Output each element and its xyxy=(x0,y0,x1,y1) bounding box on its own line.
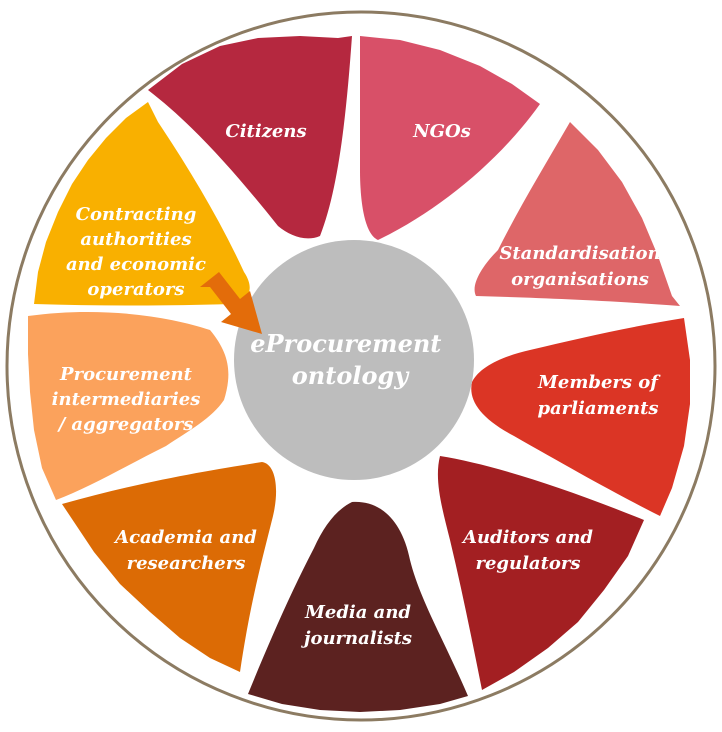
segment-label-line: Citizens xyxy=(225,121,306,142)
segment-label-line: authorities xyxy=(80,229,191,250)
segment-label-line: Members of xyxy=(537,372,661,393)
segment-citizens xyxy=(148,36,352,239)
center-label-line: eProcurement xyxy=(250,329,441,358)
segment-parliaments xyxy=(471,318,690,516)
segment-label-line: regulators xyxy=(475,553,580,574)
segment-label-line: organisations xyxy=(511,269,649,290)
segment-label-line: Academia and xyxy=(113,527,257,548)
segment-label-ngos: NGOs xyxy=(412,121,471,142)
segment-standardisation xyxy=(474,122,680,306)
segment-label-parliaments: Members of parliaments xyxy=(537,372,661,419)
segment-label-contracting: Contracting authorities and economic operat… xyxy=(66,204,206,300)
segment-auditors xyxy=(437,456,644,690)
segment-label-line: Media and xyxy=(304,602,411,623)
segment-label-line: operators xyxy=(87,279,184,300)
segment-label-line: parliaments xyxy=(537,398,658,419)
arrow-icon xyxy=(200,272,262,334)
segments-group: Citizens NGOs Standardisation organisations… xyxy=(28,36,690,712)
center-label: eProcurement ontology xyxy=(250,329,450,390)
segment-label-line: NGOs xyxy=(412,121,471,142)
segment-label-line: and economic xyxy=(66,254,206,275)
segment-label-line: Contracting xyxy=(76,204,197,225)
segment-label-line: Standardisation xyxy=(499,243,660,264)
segment-label-media: Media and journalists xyxy=(301,602,412,649)
segment-label-line: researchers xyxy=(127,553,246,574)
segment-label-standardisation: Standardisation organisations xyxy=(499,243,660,290)
segment-intermediaries xyxy=(28,311,229,500)
segment-label-intermediaries: Procurement intermediaries / aggregators xyxy=(52,364,201,435)
segment-label-academia: Academia and researchers xyxy=(113,527,257,574)
segment-label-line: Auditors and xyxy=(461,527,593,548)
segment-label-line: / aggregators xyxy=(57,414,194,435)
segment-media xyxy=(248,501,468,712)
segment-ngos xyxy=(360,36,540,240)
segment-label-line: journalists xyxy=(301,628,412,649)
segment-contracting xyxy=(34,102,250,306)
segment-label-auditors: Auditors and regulators xyxy=(461,527,593,574)
segment-academia xyxy=(62,462,277,672)
center-label-line: ontology xyxy=(292,361,410,390)
segment-label-line: Procurement xyxy=(59,364,193,385)
segment-label-line: intermediaries xyxy=(52,389,201,410)
segment-label-citizens: Citizens xyxy=(225,121,306,142)
center-hub xyxy=(234,240,474,480)
